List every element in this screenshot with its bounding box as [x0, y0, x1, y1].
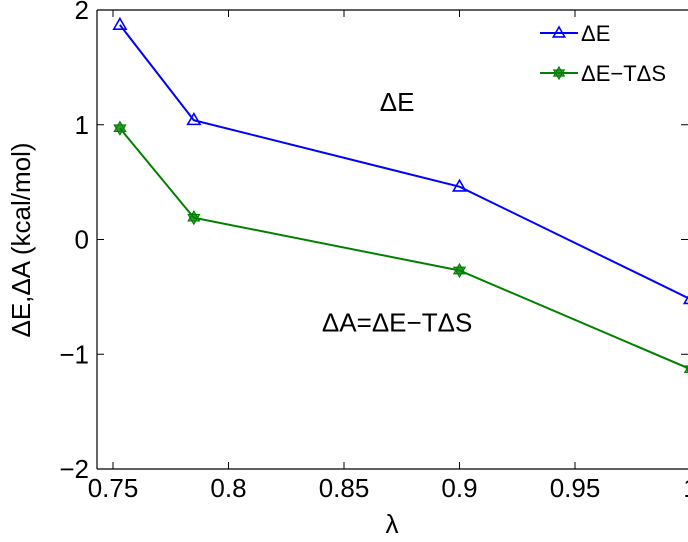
data-point-series-2 — [452, 262, 467, 279]
annotation-layer: ΔE ΔA=ΔE−TΔS — [322, 87, 472, 337]
series-line-1 — [119, 24, 688, 300]
x-tick-label: 0.95 — [550, 473, 601, 503]
x-axis-label: λ — [386, 509, 399, 539]
y-tick-label: −1 — [59, 339, 89, 369]
y-tick-label: 1 — [75, 110, 89, 140]
x-tick-label: 0.9 — [441, 473, 477, 503]
y-tick-label: 0 — [75, 225, 89, 255]
y-axis-label: ΔE,ΔA (kcal/mol) — [6, 142, 36, 337]
legend-marker-1 — [551, 25, 567, 38]
legend: ΔE ΔE−TΔS — [540, 21, 666, 86]
series-line-2 — [119, 127, 688, 370]
legend-label-1: ΔE — [581, 21, 610, 46]
x-tick-label: 0.75 — [88, 473, 139, 503]
x-tick-label: 0.8 — [210, 473, 246, 503]
x-tick-label: 1 — [683, 473, 688, 503]
series-layer — [112, 16, 688, 374]
y-tick-label: −2 — [59, 454, 89, 484]
data-point-series-2 — [187, 209, 201, 226]
x-tick-label: 0.85 — [319, 473, 370, 503]
legend-marker-2 — [552, 65, 566, 81]
annotation-label: ΔE — [380, 87, 415, 117]
y-tick-label: 2 — [75, 0, 89, 25]
legend-label-2: ΔE−TΔS — [581, 61, 666, 86]
data-point-series-1 — [186, 112, 202, 126]
plot-area — [97, 10, 688, 469]
data-point-series-1 — [112, 16, 128, 30]
data-point-series-1 — [451, 178, 468, 192]
tick-layer: 0.75 0.8 0.85 0.9 0.95 1 −2 −1 0 1 2 — [59, 0, 688, 503]
data-point-series-2 — [113, 120, 127, 136]
data-point-series-1 — [682, 295, 688, 305]
annotation-label: ΔA=ΔE−TΔS — [322, 307, 472, 337]
